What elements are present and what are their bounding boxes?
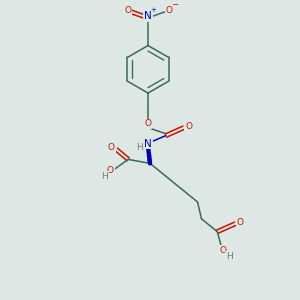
- Text: N: N: [144, 139, 152, 148]
- Text: O: O: [185, 122, 192, 131]
- Text: O: O: [125, 6, 132, 15]
- Text: H: H: [101, 172, 108, 181]
- Text: O: O: [107, 166, 114, 175]
- Text: N: N: [144, 11, 152, 21]
- Text: −: −: [171, 0, 178, 9]
- Text: O: O: [145, 119, 152, 128]
- Text: +: +: [150, 7, 156, 13]
- Text: O: O: [237, 218, 244, 227]
- Text: H: H: [136, 143, 142, 152]
- Text: O: O: [165, 6, 172, 15]
- Text: O: O: [108, 143, 115, 152]
- Text: H: H: [226, 252, 232, 261]
- Text: O: O: [220, 246, 227, 255]
